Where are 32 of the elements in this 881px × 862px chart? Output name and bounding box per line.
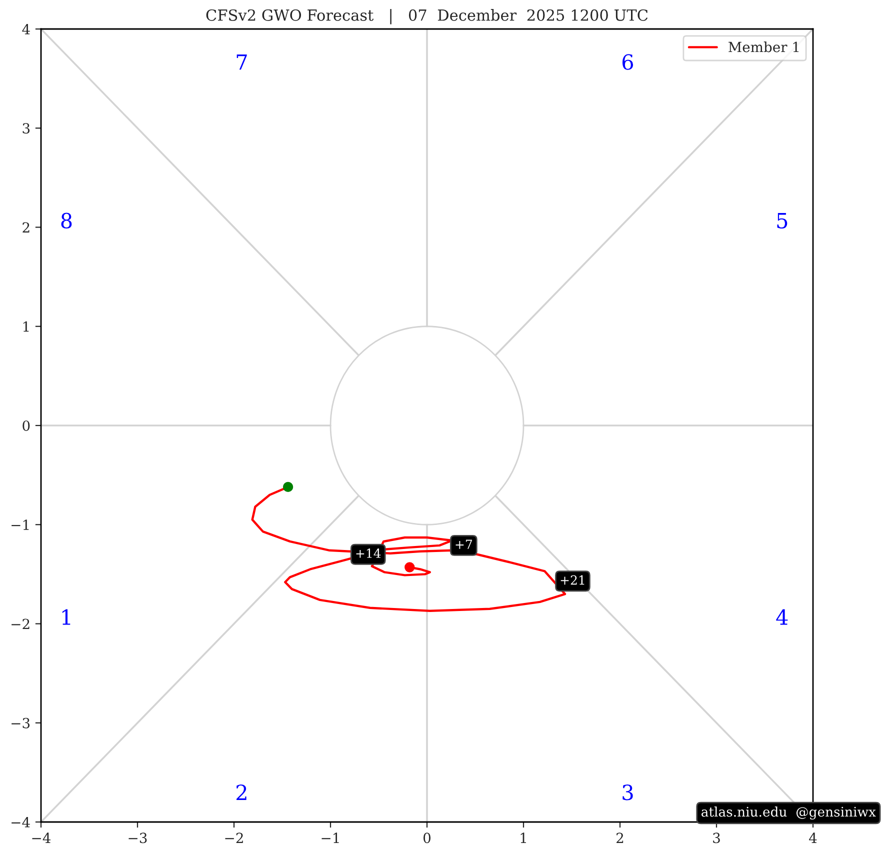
annotation: 7 bbox=[236, 54, 247, 70]
annotation: 6 bbox=[622, 54, 634, 70]
x-tick-label: 3 bbox=[713, 832, 720, 844]
legend-label: Member 1 bbox=[728, 42, 799, 52]
annotation: atlas.niu.edu @gensiniwx bbox=[701, 806, 876, 820]
y-tick-label: −2 bbox=[12, 618, 30, 630]
y-tick-label: 4 bbox=[22, 24, 30, 34]
annotation: +14 bbox=[356, 548, 381, 558]
y-tick-label: −1 bbox=[12, 520, 29, 530]
y-tick-label: 1 bbox=[23, 321, 29, 332]
x-tick-label: −3 bbox=[128, 832, 147, 844]
annotation: +7 bbox=[456, 540, 472, 549]
y-tick-label: 2 bbox=[22, 222, 30, 233]
y-tick-label: 3 bbox=[22, 123, 30, 134]
x-tick-label: −4 bbox=[32, 832, 51, 843]
annotation: 1 bbox=[62, 609, 70, 625]
x-tick-label: 2 bbox=[616, 832, 624, 843]
x-tick-label: −1 bbox=[322, 832, 339, 843]
annotation: 8 bbox=[61, 212, 72, 229]
annotation: 2 bbox=[236, 784, 246, 800]
x-tick-label: −2 bbox=[225, 832, 243, 843]
x-tick-label: 1 bbox=[520, 832, 526, 843]
annotation: +21 bbox=[560, 575, 584, 585]
y-tick-label: 0 bbox=[22, 420, 30, 431]
chart-title: CFSv2 GWO Forecast | 07 December 2025 1200 UTC bbox=[206, 8, 648, 24]
annotation: 4 bbox=[776, 609, 788, 625]
annotation: 5 bbox=[777, 213, 788, 229]
annotation: 3 bbox=[622, 784, 633, 800]
x-tick-label: 0 bbox=[423, 832, 430, 844]
y-tick-label: −4 bbox=[12, 816, 30, 828]
x-tick-label: 4 bbox=[809, 832, 817, 843]
y-tick-label: −3 bbox=[12, 718, 30, 728]
